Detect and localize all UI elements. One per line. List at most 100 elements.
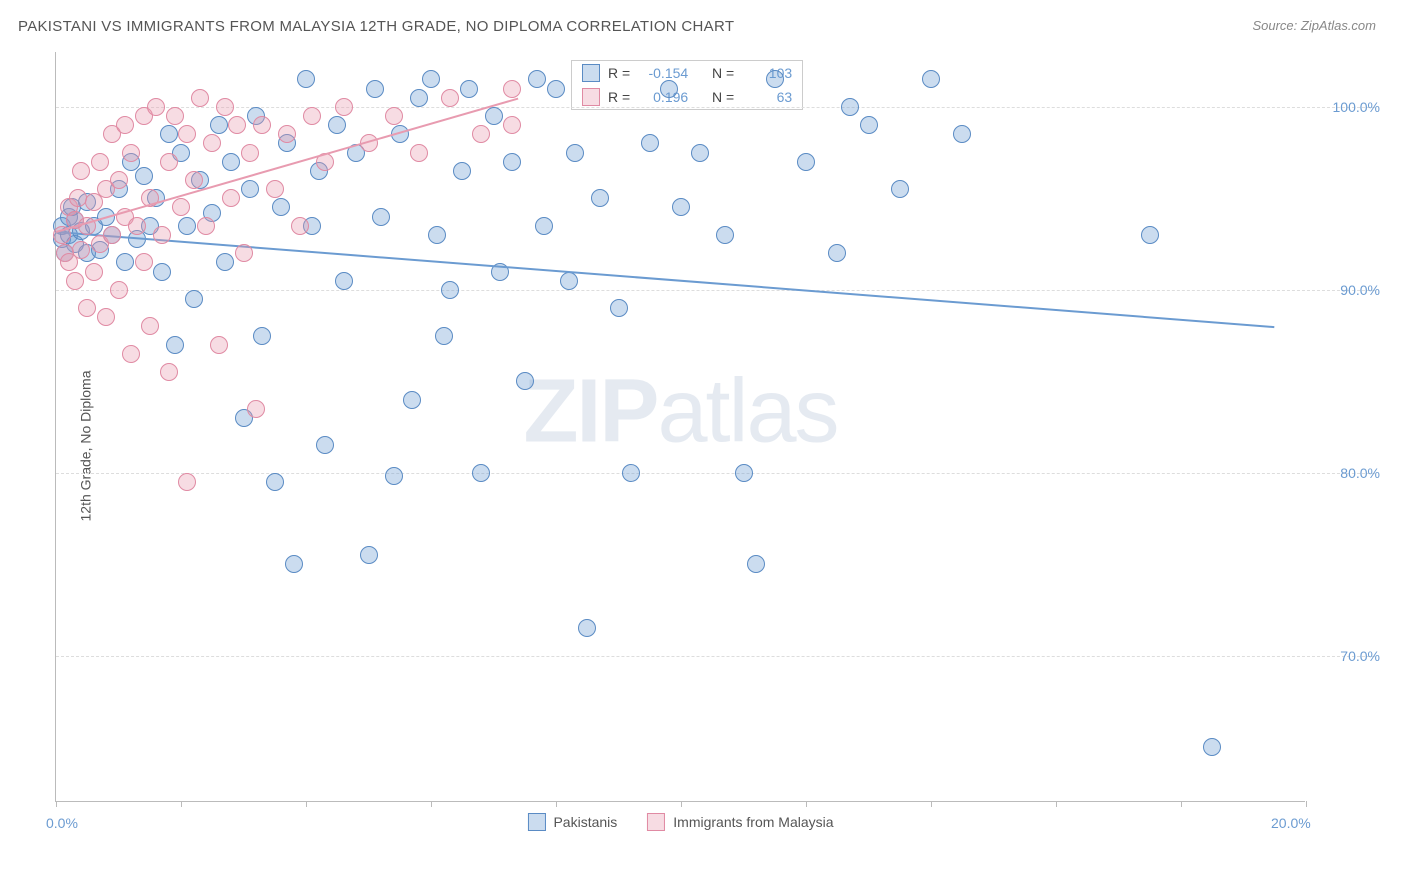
y-tick-label: 100.0% bbox=[1333, 99, 1380, 115]
scatter-point bbox=[135, 167, 153, 185]
scatter-point bbox=[247, 400, 265, 418]
scatter-point bbox=[535, 217, 553, 235]
scatter-point bbox=[78, 299, 96, 317]
source-attribution: Source: ZipAtlas.com bbox=[1252, 18, 1376, 33]
legend-swatch bbox=[647, 813, 665, 831]
scatter-point bbox=[441, 89, 459, 107]
scatter-point bbox=[66, 272, 84, 290]
stat-r-value: -0.154 bbox=[638, 65, 688, 81]
scatter-point bbox=[566, 144, 584, 162]
scatter-point bbox=[428, 226, 446, 244]
watermark-light: atlas bbox=[657, 361, 837, 461]
x-tick bbox=[181, 801, 182, 807]
source-prefix: Source: bbox=[1252, 18, 1300, 33]
scatter-point bbox=[160, 125, 178, 143]
scatter-point bbox=[116, 253, 134, 271]
scatter-plot: ZIPatlas R =-0.154 N =103R =0.196 N =63 … bbox=[55, 52, 1305, 802]
scatter-point bbox=[91, 153, 109, 171]
x-tick bbox=[431, 801, 432, 807]
stat-n-label: N = bbox=[712, 65, 734, 81]
stat-swatch bbox=[582, 88, 600, 106]
chart-container: ZIPatlas R =-0.154 N =103R =0.196 N =63 … bbox=[55, 52, 1385, 832]
scatter-point bbox=[266, 473, 284, 491]
x-tick-label: 0.0% bbox=[46, 815, 78, 831]
x-tick bbox=[306, 801, 307, 807]
x-tick bbox=[1181, 801, 1182, 807]
scatter-point bbox=[178, 217, 196, 235]
scatter-point bbox=[85, 263, 103, 281]
scatter-point bbox=[128, 217, 146, 235]
scatter-point bbox=[191, 89, 209, 107]
scatter-point bbox=[1203, 738, 1221, 756]
scatter-point bbox=[153, 263, 171, 281]
grid-line bbox=[56, 656, 1375, 657]
scatter-point bbox=[72, 241, 90, 259]
scatter-point bbox=[335, 98, 353, 116]
x-tick bbox=[1056, 801, 1057, 807]
scatter-point bbox=[528, 70, 546, 88]
scatter-point bbox=[316, 436, 334, 454]
scatter-point bbox=[410, 89, 428, 107]
y-tick-label: 70.0% bbox=[1340, 648, 1380, 664]
scatter-point bbox=[197, 217, 215, 235]
scatter-point bbox=[828, 244, 846, 262]
stat-n-label: N = bbox=[712, 89, 734, 105]
stat-row: R =0.196 N =63 bbox=[572, 85, 802, 109]
scatter-point bbox=[253, 327, 271, 345]
scatter-point bbox=[160, 363, 178, 381]
scatter-point bbox=[135, 253, 153, 271]
scatter-point bbox=[922, 70, 940, 88]
scatter-point bbox=[410, 144, 428, 162]
scatter-point bbox=[622, 464, 640, 482]
scatter-point bbox=[122, 345, 140, 363]
scatter-point bbox=[441, 281, 459, 299]
source-name: ZipAtlas.com bbox=[1301, 18, 1376, 33]
scatter-point bbox=[660, 80, 678, 98]
scatter-point bbox=[460, 80, 478, 98]
scatter-point bbox=[547, 80, 565, 98]
scatter-point bbox=[472, 464, 490, 482]
scatter-point bbox=[222, 153, 240, 171]
scatter-point bbox=[891, 180, 909, 198]
legend-item: Pakistanis bbox=[527, 813, 617, 831]
chart-title: PAKISTANI VS IMMIGRANTS FROM MALAYSIA 12… bbox=[18, 18, 734, 35]
scatter-point bbox=[266, 180, 284, 198]
scatter-point bbox=[747, 555, 765, 573]
x-tick bbox=[681, 801, 682, 807]
scatter-point bbox=[103, 226, 121, 244]
scatter-point bbox=[453, 162, 471, 180]
scatter-point bbox=[185, 290, 203, 308]
scatter-point bbox=[403, 391, 421, 409]
scatter-point bbox=[97, 308, 115, 326]
scatter-point bbox=[166, 107, 184, 125]
scatter-point bbox=[291, 217, 309, 235]
scatter-point bbox=[691, 144, 709, 162]
scatter-point bbox=[222, 189, 240, 207]
scatter-point bbox=[797, 153, 815, 171]
scatter-point bbox=[591, 189, 609, 207]
scatter-point bbox=[841, 98, 859, 116]
scatter-point bbox=[110, 281, 128, 299]
scatter-point bbox=[716, 226, 734, 244]
x-tick bbox=[806, 801, 807, 807]
x-tick-label: 20.0% bbox=[1271, 815, 1311, 831]
scatter-point bbox=[385, 467, 403, 485]
header: PAKISTANI VS IMMIGRANTS FROM MALAYSIA 12… bbox=[0, 0, 1406, 45]
legend-item: Immigrants from Malaysia bbox=[647, 813, 833, 831]
scatter-point bbox=[153, 226, 171, 244]
scatter-point bbox=[216, 98, 234, 116]
scatter-point bbox=[185, 171, 203, 189]
scatter-point bbox=[516, 372, 534, 390]
scatter-point bbox=[141, 317, 159, 335]
scatter-point bbox=[766, 70, 784, 88]
scatter-point bbox=[385, 107, 403, 125]
scatter-point bbox=[578, 619, 596, 637]
scatter-point bbox=[472, 125, 490, 143]
scatter-point bbox=[303, 107, 321, 125]
legend-label: Pakistanis bbox=[553, 814, 617, 830]
scatter-point bbox=[122, 144, 140, 162]
scatter-point bbox=[328, 116, 346, 134]
y-tick-label: 90.0% bbox=[1340, 282, 1380, 298]
x-tick bbox=[56, 801, 57, 807]
scatter-point bbox=[366, 80, 384, 98]
